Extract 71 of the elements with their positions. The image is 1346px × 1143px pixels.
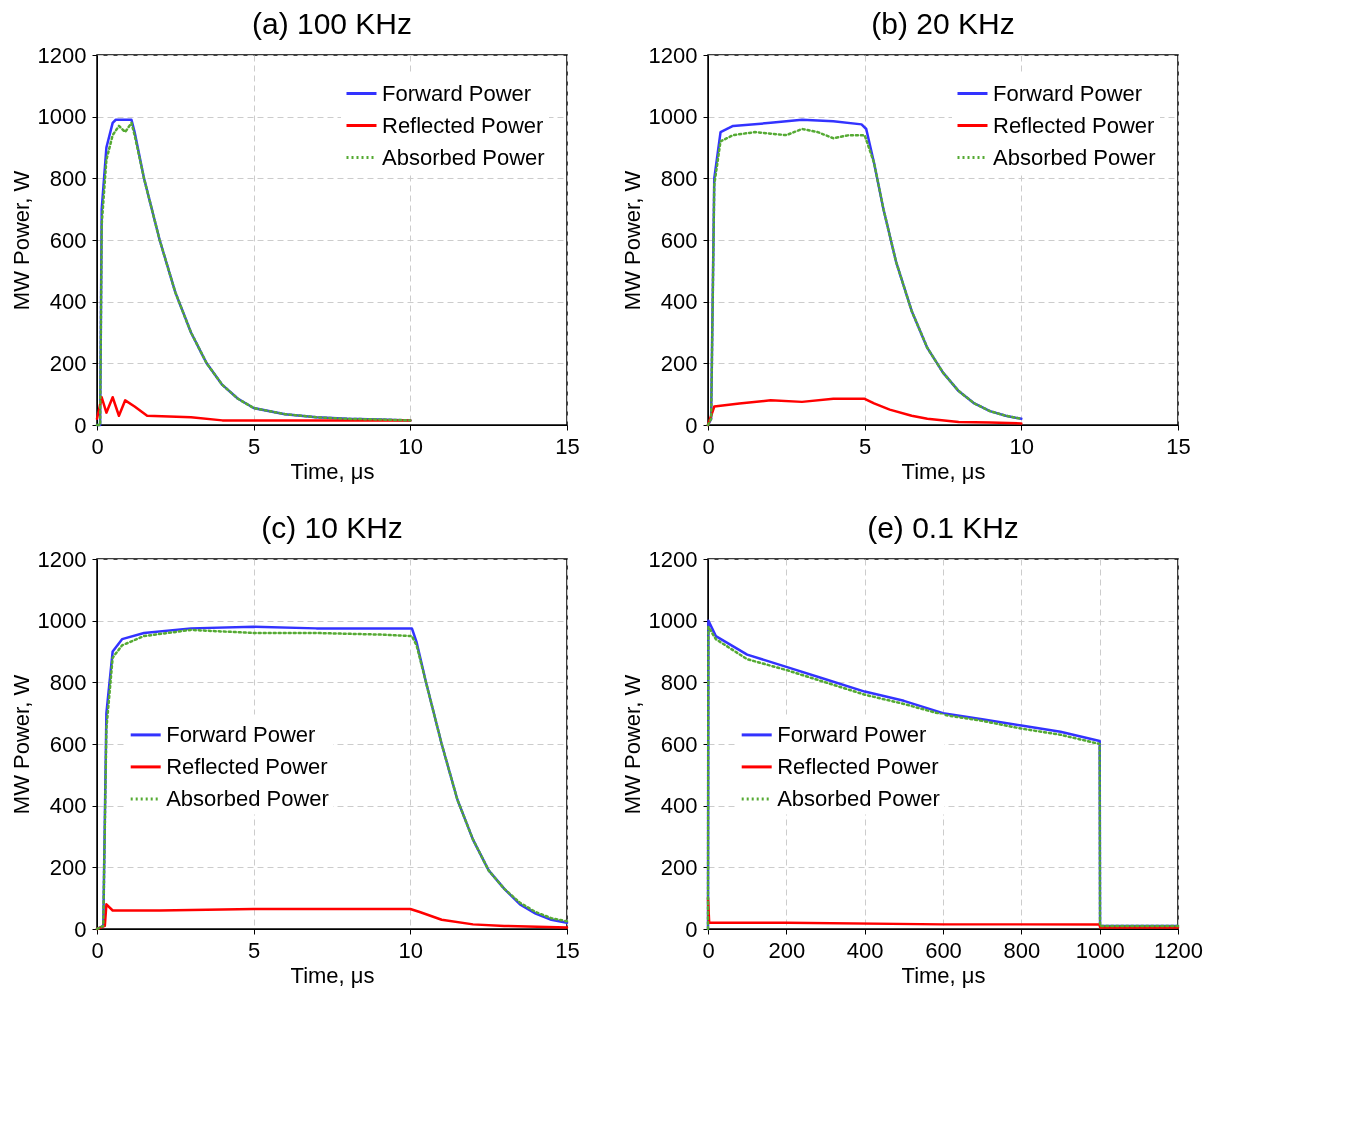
x-tick-label: 200 — [768, 937, 806, 963]
x-axis-title: Time, μs — [290, 962, 375, 988]
y-tick-label: 1000 — [37, 608, 87, 634]
legend-label: Forward Power — [166, 721, 316, 747]
legend-label: Reflected Power — [382, 112, 544, 138]
y-axis-title: MW Power, W — [619, 170, 645, 311]
x-tick-label: 1000 — [1075, 937, 1125, 963]
chart-title: (e) 0.1 KHz — [867, 511, 1019, 544]
y-tick-label: 1200 — [648, 546, 698, 572]
x-tick-label: 15 — [1166, 433, 1191, 459]
legend-label: Reflected Power — [993, 112, 1155, 138]
y-tick-label: 400 — [660, 793, 698, 819]
y-axis-title: MW Power, W — [8, 674, 34, 815]
chart-title: (c) 10 KHz — [261, 511, 403, 544]
x-tick-label: 15 — [555, 937, 580, 963]
y-tick-label: 1000 — [648, 104, 698, 130]
legend-label: Forward Power — [382, 80, 532, 106]
y-tick-label: 1200 — [37, 546, 87, 572]
x-tick-label: 5 — [859, 433, 872, 459]
y-tick-label: 400 — [660, 289, 698, 315]
legend-label: Forward Power — [993, 80, 1143, 106]
x-tick-label: 600 — [925, 937, 962, 963]
y-axis-title: MW Power, W — [619, 674, 645, 815]
x-tick-label: 1200 — [1154, 937, 1203, 963]
y-tick-label: 0 — [74, 916, 87, 942]
y-tick-label: 800 — [49, 669, 87, 695]
x-tick-label: 10 — [1009, 433, 1035, 459]
legend-label: Reflected Power — [777, 753, 939, 779]
y-tick-label: 0 — [74, 412, 87, 438]
y-tick-label: 600 — [49, 731, 87, 757]
y-tick-label: 600 — [660, 227, 698, 253]
y-tick-label: 600 — [660, 731, 698, 757]
y-axis-title: MW Power, W — [8, 170, 34, 311]
y-tick-label: 800 — [660, 669, 698, 695]
y-tick-label: 0 — [685, 412, 698, 438]
x-tick-label: 5 — [248, 937, 261, 963]
y-tick-label: 200 — [660, 854, 698, 880]
y-tick-label: 400 — [49, 289, 87, 315]
y-tick-label: 800 — [660, 165, 698, 191]
x-tick-label: 10 — [398, 433, 424, 459]
y-tick-label: 200 — [660, 350, 698, 376]
legend-label: Absorbed Power — [166, 785, 329, 811]
x-tick-label: 400 — [846, 937, 884, 963]
legend-label: Reflected Power — [166, 753, 328, 779]
x-tick-label: 0 — [91, 937, 104, 963]
legend-label: Absorbed Power — [993, 144, 1156, 170]
y-tick-label: 1200 — [648, 42, 698, 68]
legend-label: Absorbed Power — [382, 144, 545, 170]
x-tick-label: 10 — [398, 937, 424, 963]
y-tick-label: 1200 — [37, 42, 87, 68]
y-tick-label: 0 — [685, 916, 698, 942]
y-tick-label: 200 — [49, 854, 87, 880]
x-tick-label: 5 — [248, 433, 261, 459]
legend-label: Forward Power — [777, 721, 927, 747]
x-axis-title: Time, μs — [901, 458, 986, 484]
x-axis-title: Time, μs — [290, 458, 375, 484]
y-tick-label: 800 — [49, 165, 87, 191]
y-tick-label: 1000 — [648, 608, 698, 634]
x-tick-label: 800 — [1003, 937, 1041, 963]
y-tick-label: 400 — [49, 793, 87, 819]
y-tick-label: 1000 — [37, 104, 87, 130]
x-tick-label: 15 — [555, 433, 580, 459]
legend-label: Absorbed Power — [777, 785, 940, 811]
chart-title: (b) 20 KHz — [871, 7, 1015, 40]
chart-title: (a) 100 KHz — [251, 7, 413, 40]
x-tick-label: 0 — [91, 433, 104, 459]
x-tick-label: 0 — [702, 937, 715, 963]
x-tick-label: 0 — [702, 433, 715, 459]
x-axis-title: Time, μs — [901, 962, 986, 988]
y-tick-label: 600 — [49, 227, 87, 253]
y-tick-label: 200 — [49, 350, 87, 376]
